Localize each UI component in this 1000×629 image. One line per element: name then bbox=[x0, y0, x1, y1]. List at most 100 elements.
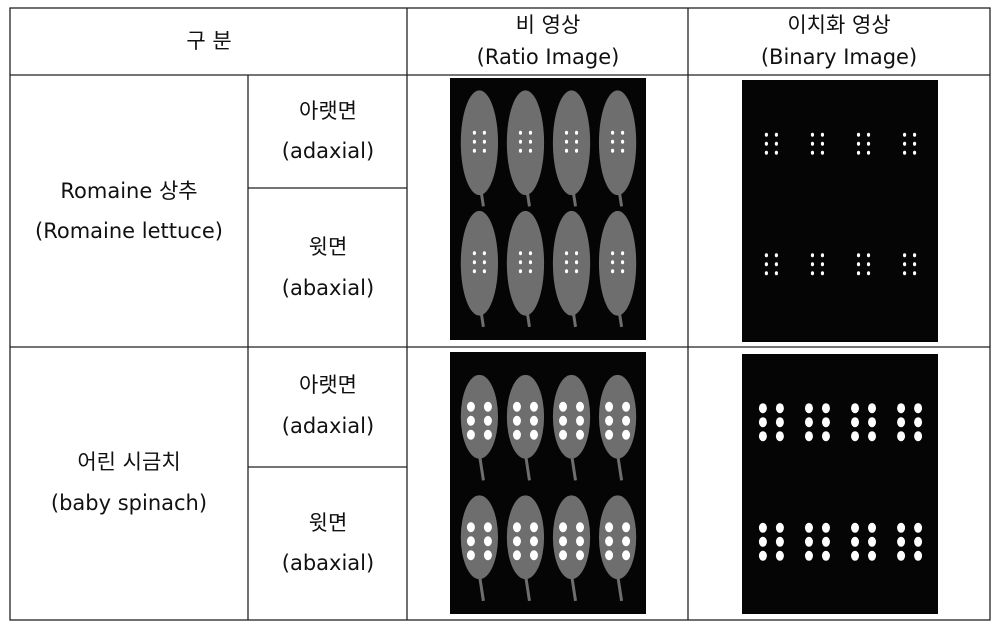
spot bbox=[529, 550, 538, 561]
spot bbox=[820, 132, 825, 137]
spot bbox=[482, 269, 486, 274]
spot bbox=[764, 253, 769, 258]
spot bbox=[466, 536, 475, 547]
leaf-stem bbox=[616, 574, 624, 602]
spot bbox=[620, 269, 625, 274]
spot bbox=[902, 253, 907, 258]
spot bbox=[810, 132, 815, 137]
spot bbox=[912, 253, 917, 258]
spot bbox=[472, 260, 476, 265]
spot bbox=[868, 522, 877, 533]
spot bbox=[758, 431, 767, 442]
spot bbox=[912, 132, 917, 137]
side-name: 윗면 bbox=[309, 511, 348, 535]
spot bbox=[758, 522, 767, 533]
spot bbox=[512, 522, 521, 533]
spot bbox=[902, 262, 907, 267]
spot bbox=[518, 130, 523, 135]
spot bbox=[512, 415, 521, 426]
spot bbox=[559, 536, 568, 547]
spot bbox=[529, 429, 538, 440]
spot bbox=[622, 401, 631, 412]
spot bbox=[914, 417, 923, 428]
leaf-stem bbox=[616, 179, 624, 207]
spot bbox=[868, 403, 877, 414]
leaf bbox=[506, 374, 545, 459]
spot bbox=[518, 148, 523, 153]
spot bbox=[564, 130, 569, 135]
sample-name: Romaine 상추 bbox=[60, 179, 197, 203]
spot bbox=[466, 415, 475, 426]
spot bbox=[821, 550, 830, 561]
spot bbox=[758, 536, 767, 547]
spot bbox=[528, 260, 533, 265]
spot bbox=[576, 536, 585, 547]
spot bbox=[528, 130, 533, 135]
spot bbox=[897, 536, 906, 547]
header-cell: 이치화 영상 bbox=[787, 13, 890, 37]
spot bbox=[902, 271, 907, 276]
leaf-stem bbox=[523, 300, 531, 328]
leaf bbox=[506, 210, 545, 316]
spot bbox=[574, 130, 579, 135]
spot bbox=[518, 251, 523, 256]
spot bbox=[574, 139, 579, 144]
spot bbox=[912, 150, 917, 155]
leaf bbox=[552, 374, 591, 459]
spot bbox=[775, 550, 784, 561]
images bbox=[450, 78, 938, 614]
spot bbox=[620, 148, 625, 153]
spot bbox=[856, 141, 861, 146]
spot bbox=[774, 262, 779, 267]
spot bbox=[851, 522, 860, 533]
spot bbox=[821, 522, 830, 533]
spot bbox=[810, 271, 815, 276]
spot bbox=[856, 271, 861, 276]
leaf-stem bbox=[477, 453, 485, 481]
sample-name: (baby spinach) bbox=[51, 491, 207, 515]
spot bbox=[804, 522, 813, 533]
spot bbox=[564, 148, 569, 153]
spot bbox=[610, 260, 615, 265]
spot bbox=[914, 431, 923, 442]
header-cell: (Ratio Image) bbox=[477, 45, 620, 69]
spot bbox=[851, 550, 860, 561]
spot bbox=[466, 401, 475, 412]
spot bbox=[866, 141, 871, 146]
spot bbox=[620, 139, 625, 144]
spot bbox=[512, 429, 521, 440]
spot bbox=[810, 150, 815, 155]
spot bbox=[866, 132, 871, 137]
spot bbox=[820, 141, 825, 146]
spot bbox=[821, 403, 830, 414]
spot bbox=[620, 251, 625, 256]
spot bbox=[774, 271, 779, 276]
leaf bbox=[460, 374, 499, 459]
spot bbox=[472, 148, 476, 153]
spot bbox=[466, 429, 475, 440]
spot bbox=[622, 536, 631, 547]
table-border bbox=[9, 7, 991, 621]
spot bbox=[820, 271, 825, 276]
spot bbox=[564, 260, 569, 265]
leaf-stem bbox=[616, 453, 624, 481]
spot bbox=[564, 269, 569, 274]
spot bbox=[851, 536, 860, 547]
spot bbox=[912, 262, 917, 267]
header-cell: 비 영상 bbox=[516, 13, 581, 37]
spot bbox=[912, 271, 917, 276]
spot bbox=[559, 415, 568, 426]
side-name: 아랫면 bbox=[299, 373, 357, 397]
spot bbox=[605, 429, 614, 440]
spot bbox=[820, 262, 825, 267]
leaf-stem bbox=[523, 574, 531, 602]
spot bbox=[559, 401, 568, 412]
spot bbox=[482, 260, 486, 265]
spot bbox=[482, 130, 486, 135]
spot bbox=[574, 251, 579, 256]
spot bbox=[528, 251, 533, 256]
spot bbox=[482, 251, 486, 256]
spot bbox=[483, 550, 492, 561]
spot bbox=[610, 269, 615, 274]
side-name: (abaxial) bbox=[282, 276, 374, 300]
